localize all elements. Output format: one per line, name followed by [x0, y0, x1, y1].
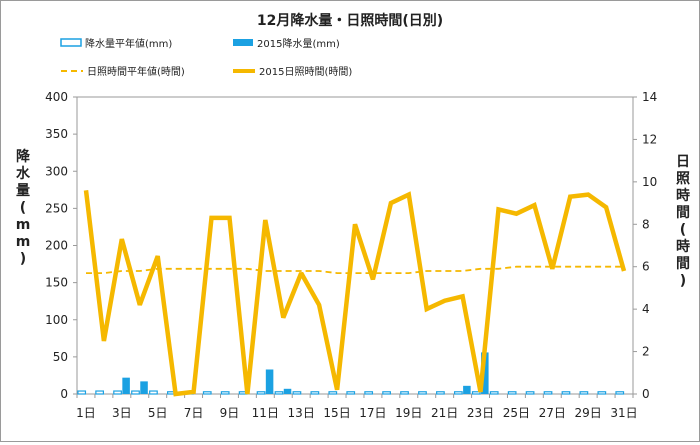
x-tick-label: 21日 — [431, 406, 458, 420]
normal-precipitation-bar — [310, 391, 320, 395]
normal-precipitation-bar — [525, 391, 535, 395]
normal-precipitation-bars — [77, 390, 625, 395]
precipitation-2015-bar — [122, 377, 130, 394]
precipitation-2015-bars — [122, 352, 489, 394]
right-tick-label: 10 — [642, 175, 657, 189]
plot-frame — [76, 96, 634, 395]
x-tick-label: 15日 — [323, 406, 350, 420]
normal-precipitation-bar — [489, 391, 499, 395]
x-tick-label: 13日 — [288, 406, 315, 420]
normal-precipitation-bar — [328, 391, 338, 395]
normal-precipitation-bar — [579, 391, 589, 395]
normal-precipitation-bar — [95, 390, 105, 395]
normal-precipitation-bar — [149, 390, 158, 395]
legend-item-normal-precipitation: 降水量平年値(mm) — [60, 37, 172, 50]
sunshine-2015-line — [83, 190, 627, 397]
normal-precipitation-bar — [274, 391, 284, 395]
sunshine-lines — [83, 190, 627, 397]
normal-precipitation-bar — [543, 391, 553, 395]
x-tick-label: 17日 — [359, 406, 386, 420]
x-tick-label: 1日 — [76, 406, 96, 420]
left-tick-label: 350 — [45, 127, 68, 141]
normal-precipitation-bar — [453, 391, 463, 395]
normal-precipitation-bar — [113, 390, 122, 395]
x-tick-label: 29日 — [575, 406, 602, 420]
legend-label: 2015日照時間(時間) — [259, 66, 352, 78]
left-tick-label: 200 — [45, 239, 68, 253]
right-axis-label: 日照時間(時間) — [676, 154, 690, 289]
x-axis-ticks: 1日 3日 5日 7日 9日 11日 13日 15日 17日 19日 21日 23日 25日 27日 29日… — [76, 394, 638, 420]
left-tick-label: 0 — [60, 387, 68, 401]
normal-precipitation-bar — [131, 390, 140, 395]
left-tick-label: 100 — [45, 313, 68, 327]
normal-precipitation-bar — [400, 391, 409, 395]
right-tick-label: 8 — [642, 217, 650, 231]
precipitation-2015-bar — [140, 381, 148, 394]
left-axis-label: 降水量(m m) — [16, 148, 31, 267]
x-tick-label: 31日 — [610, 406, 637, 420]
x-tick-label: 25日 — [503, 406, 530, 420]
right-tick-label: 4 — [642, 302, 650, 316]
legend: 降水量平年値(mm) 2015降水量(mm) 日照時間平年値(時間) 2015日… — [60, 37, 352, 78]
right-tick-label: 6 — [642, 260, 650, 274]
right-tick-label: 12 — [642, 132, 657, 146]
legend-label: 2015降水量(mm) — [257, 37, 340, 50]
normal-sunshine-line — [86, 265, 624, 275]
x-tick-label: 27日 — [539, 406, 566, 420]
normal-precipitation-bar — [292, 391, 302, 395]
normal-precipitation-bar — [256, 391, 266, 395]
normal-precipitation-bar — [77, 390, 87, 395]
legend-label: 降水量平年値(mm) — [85, 37, 172, 50]
normal-precipitation-bar — [364, 391, 374, 395]
normal-precipitation-bar — [418, 391, 427, 395]
x-tick-label: 3日 — [112, 406, 132, 420]
normal-precipitation-bar — [202, 391, 212, 395]
x-tick-label: 19日 — [395, 406, 422, 420]
right-axis-ticks: 0 2 4 6 8 10 12 14 — [633, 90, 657, 401]
normal-precipitation-bar — [220, 391, 230, 395]
x-tick-label: 7日 — [184, 406, 204, 420]
left-axis-ticks: 0 50 100 150 200 250 300 350 400 — [45, 90, 77, 401]
precipitation-2015-bar — [283, 388, 292, 394]
right-tick-label: 2 — [642, 345, 650, 359]
x-tick-label: 11日 — [252, 406, 279, 420]
right-tick-label: 0 — [642, 387, 650, 401]
x-tick-label: 23日 — [467, 406, 494, 420]
normal-precipitation-bar — [615, 391, 625, 395]
precipitation-2015-bar — [265, 369, 274, 394]
x-tick-label: 5日 — [148, 406, 168, 420]
legend-swatch-filled-bar — [233, 39, 253, 46]
normal-precipitation-bar — [471, 391, 481, 395]
precipitation-2015-bar — [463, 385, 471, 394]
normal-precipitation-bar — [507, 391, 517, 395]
chart-title: 12月降水量・日照時間(日別) — [257, 12, 443, 29]
precipitation-2015-bar — [481, 352, 489, 394]
left-tick-label: 50 — [53, 350, 68, 364]
x-tick-label: 9日 — [220, 406, 240, 420]
normal-precipitation-bar — [382, 391, 391, 395]
normal-precipitation-bar — [597, 391, 607, 395]
legend-swatch-outline-bar — [60, 38, 82, 47]
left-tick-label: 250 — [45, 201, 68, 215]
legend-item-2015-precipitation: 2015降水量(mm) — [233, 37, 340, 50]
normal-precipitation-bar — [561, 391, 571, 395]
legend-item-normal-sunshine: 日照時間平年値(時間) — [61, 65, 185, 78]
legend-label: 日照時間平年値(時間) — [87, 65, 185, 78]
legend-item-2015-sunshine: 2015日照時間(時間) — [233, 66, 352, 78]
normal-precipitation-bar — [436, 391, 445, 395]
left-tick-label: 150 — [45, 276, 68, 290]
left-tick-label: 400 — [45, 90, 68, 104]
normal-precipitation-bar — [346, 391, 356, 395]
right-tick-label: 14 — [642, 90, 657, 104]
left-tick-label: 300 — [45, 164, 68, 178]
